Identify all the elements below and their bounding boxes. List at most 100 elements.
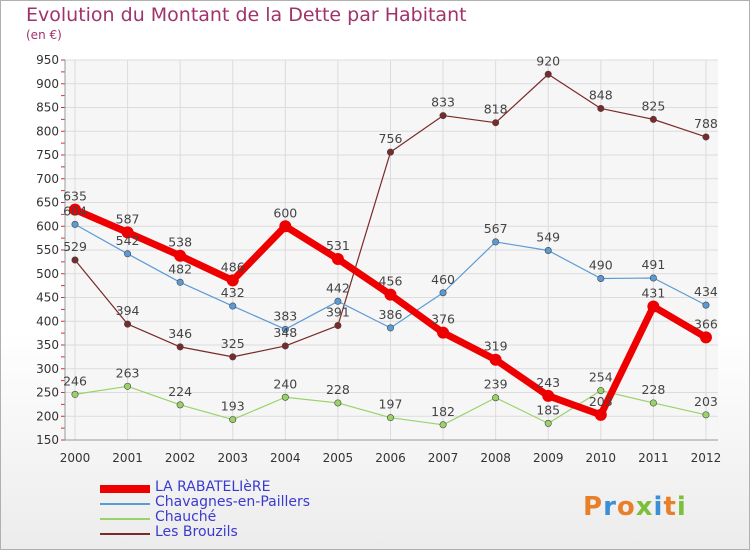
y-tick-label: 800 — [36, 124, 59, 138]
data-label: 434 — [694, 284, 718, 299]
data-point — [176, 343, 184, 351]
data-label: 348 — [273, 325, 297, 340]
data-point — [176, 401, 184, 409]
y-tick-label: 250 — [36, 386, 59, 400]
y-tick-label: 650 — [36, 196, 59, 210]
data-point — [386, 414, 394, 422]
data-point — [71, 256, 79, 264]
y-tick-label: 400 — [36, 314, 59, 328]
data-label: 833 — [431, 95, 455, 110]
legend-label: Les Brouzils — [155, 524, 238, 540]
data-label: 542 — [116, 233, 140, 248]
legend-label: Chavagnes-en-Paillers — [155, 494, 311, 510]
y-tick-label: 850 — [36, 101, 59, 115]
legend-item: LA RABATELIèRE — [100, 479, 460, 496]
data-label: 203 — [694, 394, 718, 409]
data-label: 567 — [484, 221, 508, 236]
data-label: 431 — [641, 286, 665, 301]
data-point — [542, 389, 555, 402]
data-label: 538 — [168, 235, 192, 250]
data-point — [702, 411, 710, 419]
data-point — [331, 253, 344, 266]
data-label: 460 — [431, 272, 455, 287]
data-label: 386 — [379, 307, 403, 322]
data-label: 486 — [221, 259, 245, 274]
x-tick-label: 2007 — [428, 451, 459, 465]
y-tick-label: 500 — [36, 267, 59, 281]
logo-letter: i — [676, 492, 687, 522]
legend-item: Les Brouzils — [100, 524, 460, 541]
data-point — [492, 238, 500, 246]
data-label: 394 — [116, 303, 140, 318]
data-point — [124, 320, 132, 328]
data-point — [229, 353, 237, 361]
data-label: 531 — [326, 238, 350, 253]
data-label: 197 — [379, 397, 403, 412]
x-tick-label: 2009 — [533, 451, 564, 465]
y-tick-label: 950 — [36, 53, 59, 67]
data-point — [281, 325, 289, 333]
logo-letter: P — [583, 492, 604, 522]
data-point — [281, 342, 289, 350]
data-point — [647, 300, 660, 313]
data-point — [386, 148, 394, 156]
data-point — [334, 322, 342, 330]
y-tick-label: 700 — [36, 172, 59, 186]
data-label: 319 — [484, 339, 508, 354]
x-tick-label: 2001 — [112, 451, 143, 465]
data-label: 391 — [326, 305, 350, 320]
data-label: 240 — [273, 376, 297, 391]
data-point — [229, 302, 237, 310]
data-point — [281, 393, 289, 401]
data-point — [176, 278, 184, 286]
data-label: 848 — [589, 87, 613, 102]
data-point — [492, 119, 500, 127]
data-point — [124, 250, 132, 258]
legend-item: Chauché — [100, 509, 460, 526]
legend-swatch — [100, 485, 150, 493]
data-label: 193 — [221, 399, 245, 414]
data-point — [544, 246, 552, 254]
x-tick-label: 2008 — [480, 451, 511, 465]
data-point — [649, 115, 657, 123]
series-0 — [69, 203, 712, 421]
data-label: 383 — [273, 308, 297, 323]
data-point — [544, 419, 552, 427]
data-point — [229, 416, 237, 424]
data-label: 587 — [116, 211, 140, 226]
data-label: 325 — [221, 336, 245, 351]
data-label: 182 — [431, 404, 455, 419]
logo-letter: x — [635, 492, 654, 522]
x-tick-label: 2004 — [270, 451, 301, 465]
y-tick-label: 350 — [36, 338, 59, 352]
axes: 150 200 250 300 350 400 450 500 550 600 650 700 750 8… — [36, 53, 721, 465]
data-label: 549 — [536, 229, 560, 244]
data-label: 456 — [379, 274, 403, 289]
data-label: 246 — [63, 373, 87, 388]
x-tick-label: 2005 — [323, 451, 354, 465]
x-tick-label: 2002 — [165, 451, 196, 465]
legend-swatch — [100, 533, 150, 535]
logo-letter: t — [663, 492, 677, 522]
data-point — [594, 408, 607, 421]
data-point — [492, 394, 500, 402]
data-label: 243 — [536, 375, 560, 390]
legend-label: Chauché — [155, 509, 217, 525]
data-point — [699, 331, 712, 344]
x-tick-label: 2010 — [586, 451, 617, 465]
data-point — [649, 399, 657, 407]
data-point — [334, 297, 342, 305]
y-tick-label: 150 — [36, 433, 59, 447]
grid — [65, 59, 718, 441]
y-tick-label: 300 — [36, 362, 59, 376]
data-label: 635 — [63, 189, 87, 204]
data-label: 263 — [116, 365, 140, 380]
y-tick-label: 600 — [36, 219, 59, 233]
legend-item: Chavagnes-en-Paillers — [100, 494, 460, 511]
data-point — [489, 353, 502, 366]
logo-letter: i — [653, 492, 664, 522]
data-label: 224 — [168, 384, 192, 399]
chart-subtitle: (en €) — [26, 28, 62, 42]
data-point — [439, 112, 447, 120]
data-label: 239 — [484, 377, 508, 392]
